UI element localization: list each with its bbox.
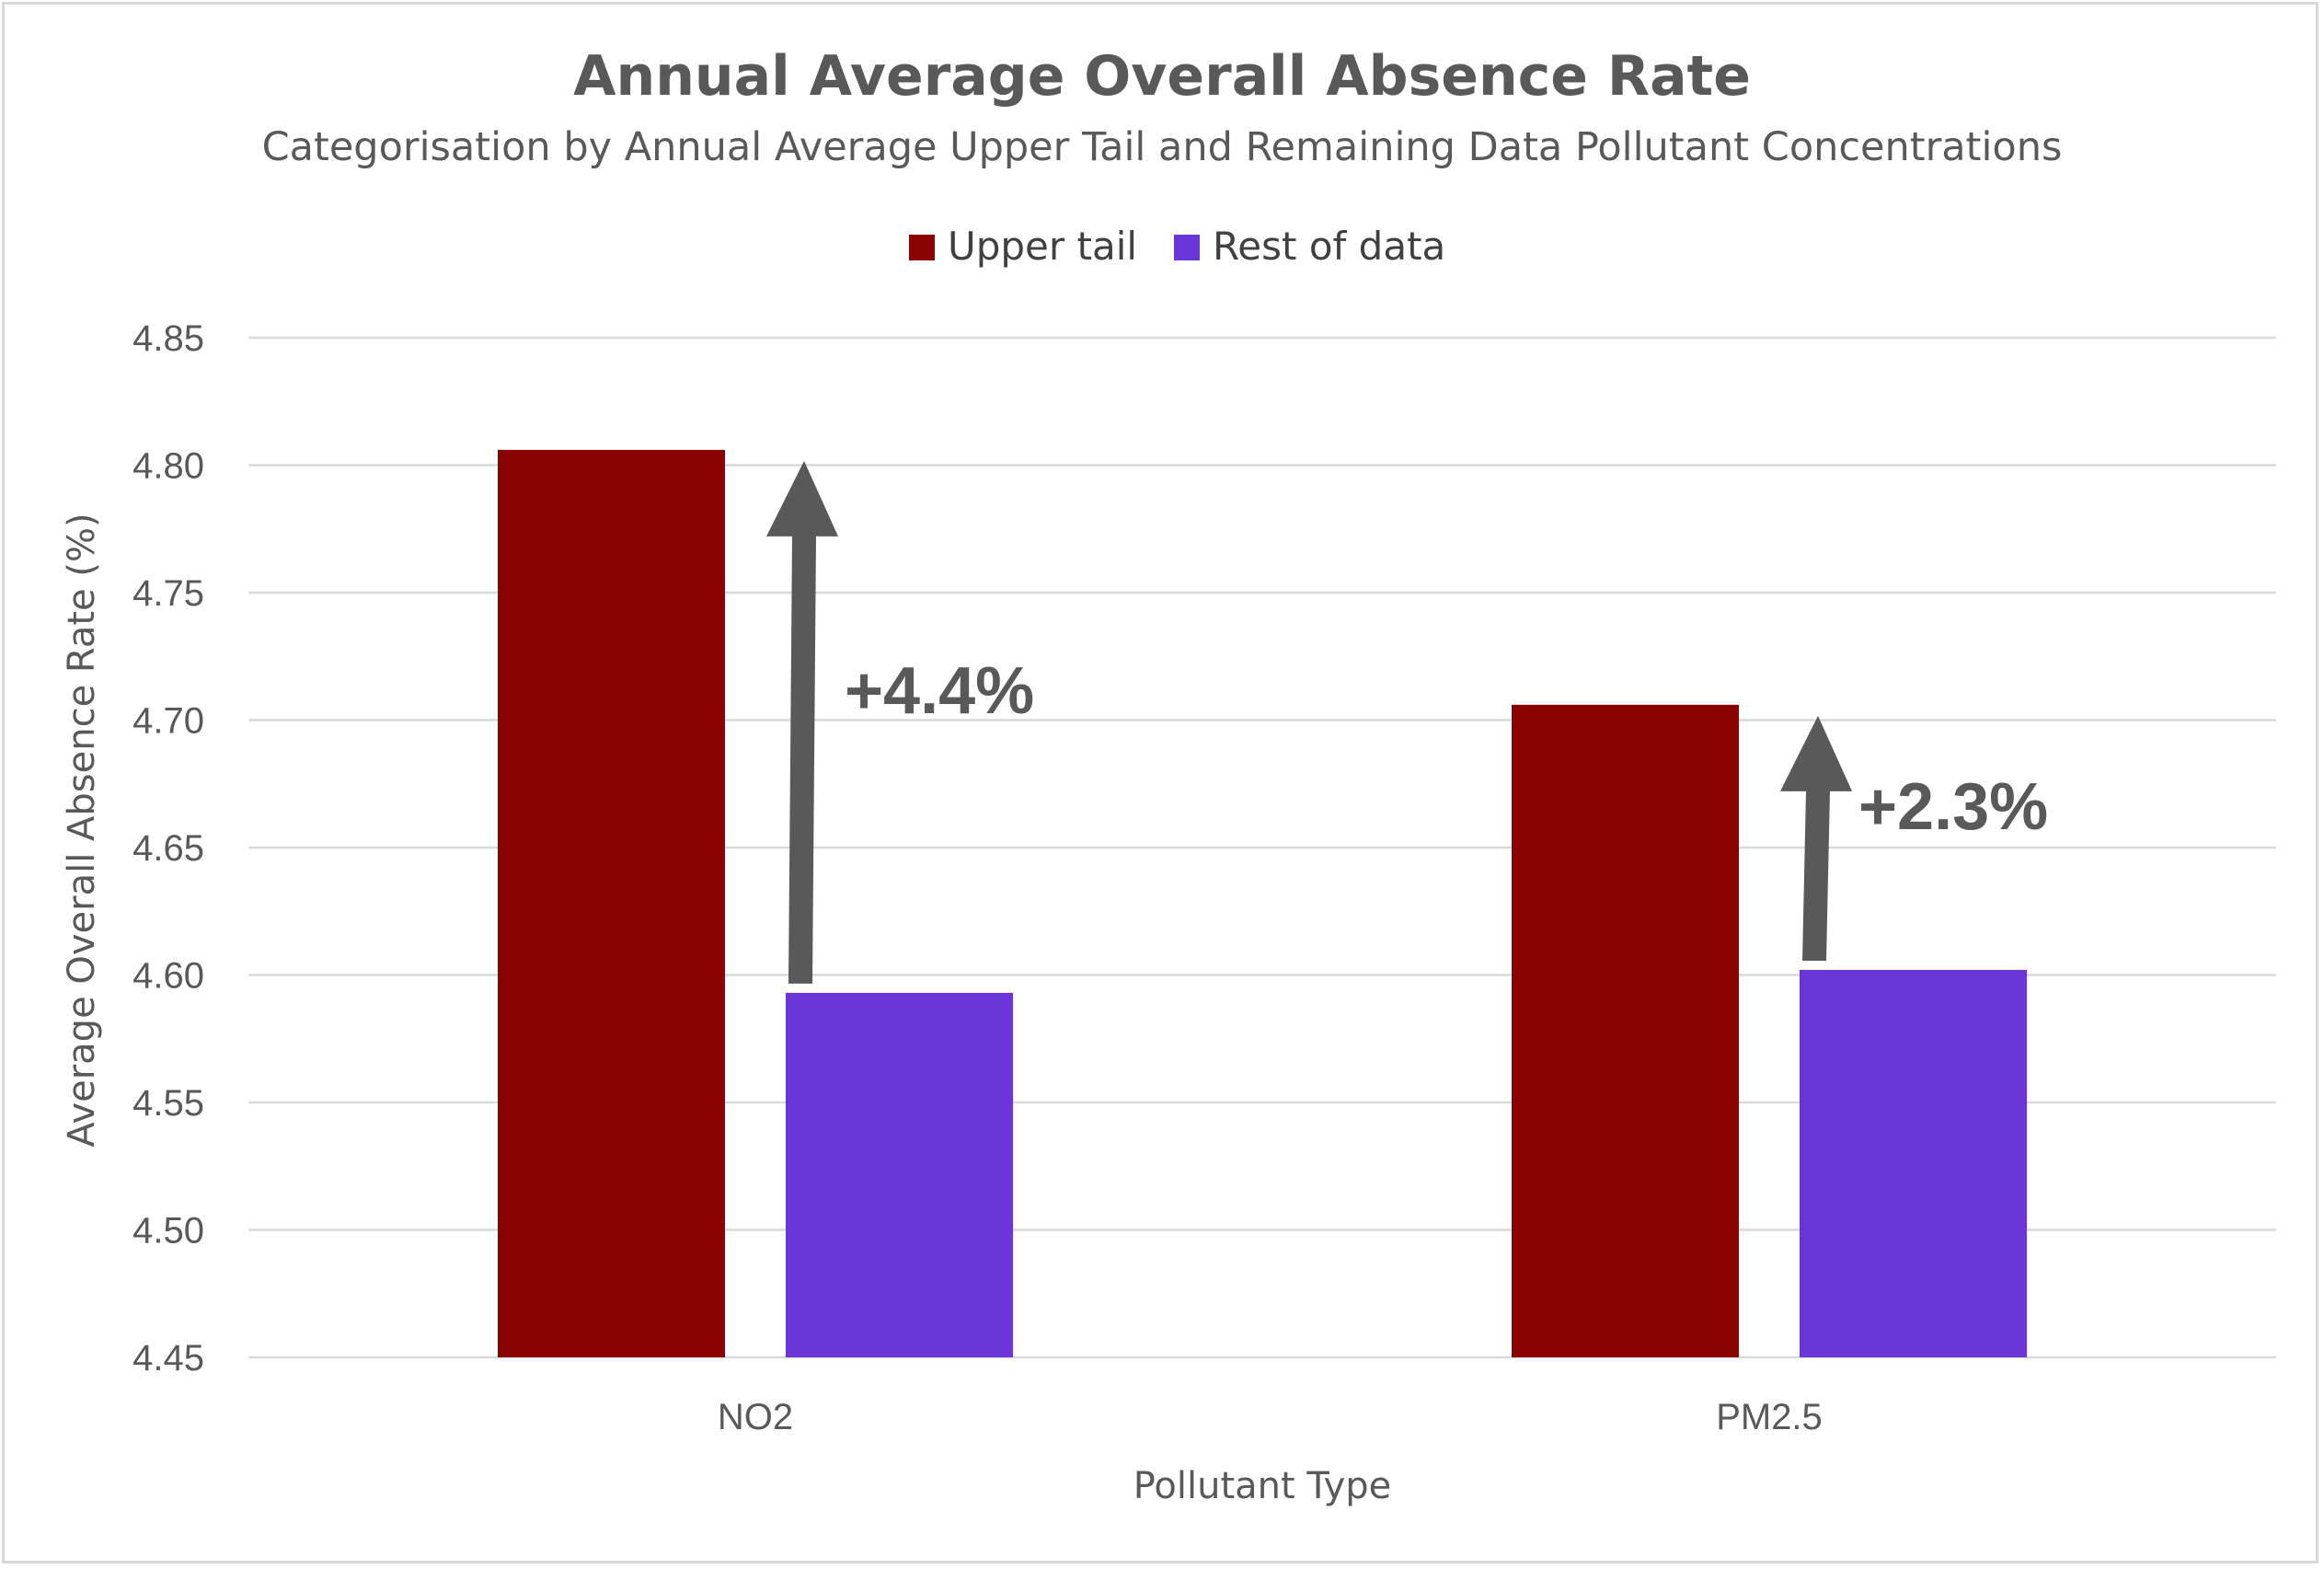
bar-no2-upper-tail [498,449,725,1357]
annotation-label-pm2-5: +2.3% [1858,770,2048,844]
y-tick-label: 4.50 [132,1211,204,1252]
y-tick-label: 4.65 [132,828,204,869]
x-tick-label: NO2 [718,1397,793,1437]
legend-swatch-rest-of-data [1174,235,1200,260]
y-tick-label: 4.85 [132,318,204,359]
legend-swatch-upper-tail [909,235,935,260]
y-tick-label: 4.75 [132,573,204,614]
legend-label-rest-of-data: Rest of data [1213,224,1445,269]
chart-title: Annual Average Overall Absence Rate [573,44,1751,109]
bar-pm2-5-upper-tail [1512,704,1739,1357]
annotation-arrows: +4.4% +2.3% [766,460,2048,984]
bar-pm2-5-rest-of-data [1800,969,2027,1357]
y-tick-label: 4.70 [132,701,204,742]
y-axis-ticks: 4.45 4.50 4.55 4.60 4.65 4.70 4.75 4.80 4.85 [132,318,204,1379]
annotation-label-no2: +4.4% [845,654,1034,728]
x-axis-ticks: NO2 PM2.5 [718,1397,1823,1437]
y-tick-label: 4.45 [132,1338,204,1379]
arrow-no2 [766,460,838,984]
legend-label-upper-tail: Upper tail [948,224,1137,269]
chart-subtitle: Categorisation by Annual Average Upper T… [262,124,2063,170]
y-tick-label: 4.60 [132,956,204,997]
x-tick-label: PM2.5 [1716,1397,1823,1437]
y-tick-label: 4.55 [132,1083,204,1124]
x-axis-title: Pollutant Type [1133,1465,1392,1507]
bars [498,449,2027,1357]
arrow-pm2-5 [1780,715,1852,961]
y-axis-title: Average Overall Absence Rate (%) [61,513,103,1147]
legend: Upper tail Rest of data [909,224,1445,269]
bar-no2-rest-of-data [786,992,1013,1357]
y-tick-label: 4.80 [132,446,204,487]
